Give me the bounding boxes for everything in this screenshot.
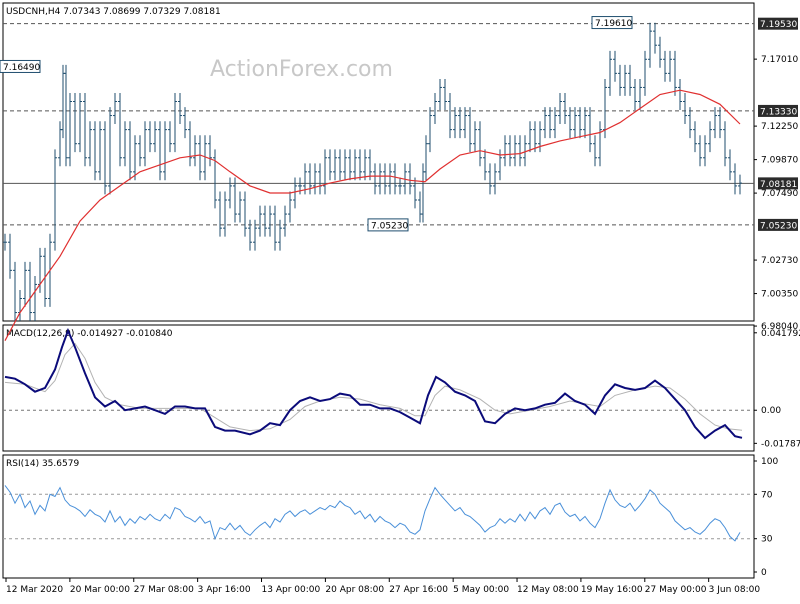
price-y-tick-label: 7.17010 — [761, 55, 798, 65]
macd-panel-frame — [2, 324, 755, 452]
macd-layer: 0.041792 0.00 -0.01787 — [3, 327, 800, 449]
price-y-tick-label: 7.07490 — [761, 189, 798, 199]
price-annotation-box — [0, 59, 41, 73]
x-tick-label: 19 May 16:00 — [581, 585, 643, 595]
price-level-tag — [758, 218, 798, 231]
price-level-label: 7.08181 — [760, 180, 797, 190]
x-tick-label: 27 May 00:00 — [645, 585, 707, 595]
rsi-y-tick-label: 0 — [761, 568, 767, 578]
price-annotation-box — [367, 218, 409, 232]
rsi-panel-frame — [2, 454, 755, 579]
rsi-title: RSI(14) 35.6579 — [6, 459, 79, 469]
price-level-label: 7.19530 — [760, 20, 797, 30]
rsi-y-tick-label: 70 — [761, 490, 773, 500]
macd-y-tick-label: 0.041792 — [761, 329, 800, 339]
rsi-y-tick-label: 100 — [761, 457, 778, 467]
price-y-tick-label: 7.09870 — [761, 156, 798, 166]
macd-y-tick-label: -0.01787 — [761, 439, 800, 449]
x-tick-label: 20 Apr 08:00 — [325, 585, 384, 595]
price-annotation-box — [591, 16, 633, 30]
price-header: USDCNH,H4 7.07343 7.08699 7.07329 7.0818… — [6, 7, 221, 17]
macd-title: MACD(12,26,9) -0.014927 -0.010840 — [6, 329, 173, 339]
x-tick-label: 13 Apr 00:00 — [262, 585, 321, 595]
price-annotation-label: 7.16490 — [3, 63, 40, 73]
price-level-tag — [758, 104, 798, 117]
price-panel-frame — [2, 2, 755, 322]
x-tick-label: 12 May 08:00 — [517, 585, 579, 595]
x-tick-label: 5 May 00:00 — [453, 585, 509, 595]
rsi-line — [4, 485, 741, 542]
price-level-tag — [758, 17, 798, 30]
rsi-y-tick-label: 30 — [761, 535, 773, 545]
moving-average-line — [4, 89, 741, 341]
price-y-tick-label: 7.12250 — [761, 122, 798, 132]
price-layer: 7.17010 7.12250 7.09870 7.07490 7.02730 7.003… — [0, 16, 798, 341]
rsi-layer: 100 70 30 0 — [3, 457, 778, 578]
macd-signal-line — [4, 342, 743, 432]
macd-line — [4, 327, 743, 440]
x-tick-label: 27 Mar 08:00 — [134, 585, 194, 595]
price-y-tick-label: 7.00350 — [761, 290, 798, 300]
x-tick-label: 12 Mar 2020 — [6, 585, 63, 595]
price-y-tick-label: 7.02730 — [761, 256, 798, 266]
price-level-tag — [758, 177, 798, 190]
macd-y-tick-label: 0.00 — [761, 406, 781, 416]
price-y-tick-label: 6.98040 — [761, 322, 798, 332]
x-axis: 12 Mar 2020 20 Mar 00:00 27 Mar 08:00 3 Apr… — [5, 578, 761, 595]
price-annotation-label: 7.19610 — [595, 19, 632, 29]
watermark: ActionForex.com — [210, 57, 393, 82]
x-tick-label: 3 Apr 16:00 — [198, 585, 251, 595]
price-level-label: 7.13330 — [760, 107, 797, 117]
x-tick-label: 3 Jun 08:00 — [709, 585, 761, 595]
price-level-label: 7.05230 — [760, 221, 797, 231]
x-tick-label: 20 Mar 00:00 — [70, 585, 130, 595]
x-tick-label: 27 Apr 16:00 — [389, 585, 448, 595]
price-annotation-label: 7.05230 — [371, 221, 408, 231]
